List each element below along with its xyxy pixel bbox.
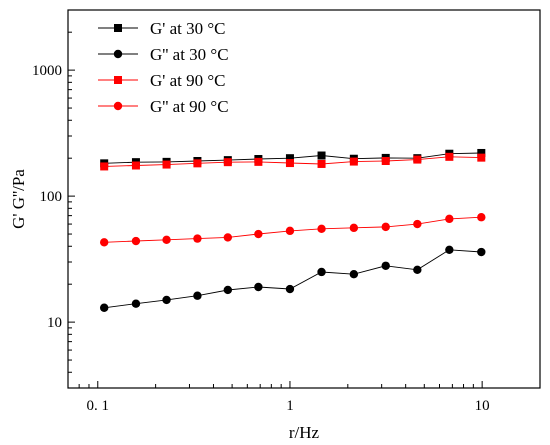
legend-marker <box>114 24 122 32</box>
x-tick-label: 0. 1 <box>87 398 110 414</box>
data-point <box>317 224 326 234</box>
series-line <box>104 249 482 309</box>
data-point <box>99 303 109 312</box>
legend: G' at 30 °C G'' at 30 °C G' at 90 °C G'' at… <box>98 19 229 116</box>
legend-item: G' at 90 °C <box>98 71 226 90</box>
data-point <box>349 157 358 166</box>
data-point <box>317 267 326 277</box>
x-tick-label: 10 <box>475 398 490 414</box>
x-axis-label: r/Hz <box>289 423 320 442</box>
legend-marker <box>113 101 123 111</box>
y-axis: 10 100 1000 <box>32 9 75 389</box>
data-point <box>223 233 233 242</box>
x-tick-label: 1 <box>286 398 294 414</box>
data-point <box>100 162 109 171</box>
data-point <box>381 261 390 270</box>
y-tick-label: 1000 <box>32 63 62 79</box>
data-point <box>162 295 171 305</box>
data-point <box>193 159 202 168</box>
data-point <box>445 214 454 224</box>
legend-item: G' at 30 °C <box>98 19 226 38</box>
data-point <box>223 285 233 295</box>
data-point <box>285 154 294 163</box>
data-point <box>445 245 454 254</box>
data-point <box>445 152 454 161</box>
data-point <box>131 236 141 246</box>
legend-label: G' at 90 °C <box>150 71 226 90</box>
data-point <box>285 284 295 294</box>
data-point <box>413 155 422 164</box>
legend-label: G' at 30 °C <box>150 19 226 38</box>
data-point <box>381 156 390 165</box>
data-point <box>131 299 141 308</box>
data-point <box>254 282 263 292</box>
y-axis-label: G' G''/Pa <box>9 169 28 229</box>
series-3 <box>99 213 486 247</box>
data-point <box>285 226 295 236</box>
data-point <box>254 157 263 166</box>
data-point <box>477 148 486 157</box>
data-point <box>477 247 486 257</box>
data-point <box>131 161 140 170</box>
data-point <box>317 159 326 168</box>
data-point <box>193 234 202 243</box>
data-point <box>413 265 422 275</box>
data-point <box>285 159 294 168</box>
data-point <box>162 235 171 245</box>
data-point <box>349 270 359 279</box>
x-axis: 0. 1 1 10 <box>67 381 541 414</box>
data-point <box>99 238 109 247</box>
data-point <box>381 222 390 232</box>
data-point <box>254 229 263 239</box>
legend-item: G'' at 90 °C <box>98 97 229 116</box>
y-tick-label: 100 <box>40 189 63 205</box>
series-layer <box>99 148 486 312</box>
data-point <box>317 151 326 160</box>
legend-label: G'' at 30 °C <box>150 45 229 64</box>
legend-label: G'' at 90 °C <box>150 97 229 116</box>
series-2 <box>100 152 486 171</box>
data-point <box>413 219 422 229</box>
legend-marker <box>113 49 123 59</box>
plot-frame <box>67 9 541 389</box>
data-point <box>477 213 486 222</box>
series-1 <box>99 245 486 312</box>
legend-marker <box>114 76 122 84</box>
data-point <box>477 153 486 162</box>
data-point <box>193 291 202 300</box>
data-point <box>223 158 232 167</box>
data-point <box>349 223 359 233</box>
data-point <box>162 160 171 169</box>
y-tick-label: 10 <box>47 315 62 331</box>
legend-item: G'' at 30 °C <box>98 45 229 64</box>
